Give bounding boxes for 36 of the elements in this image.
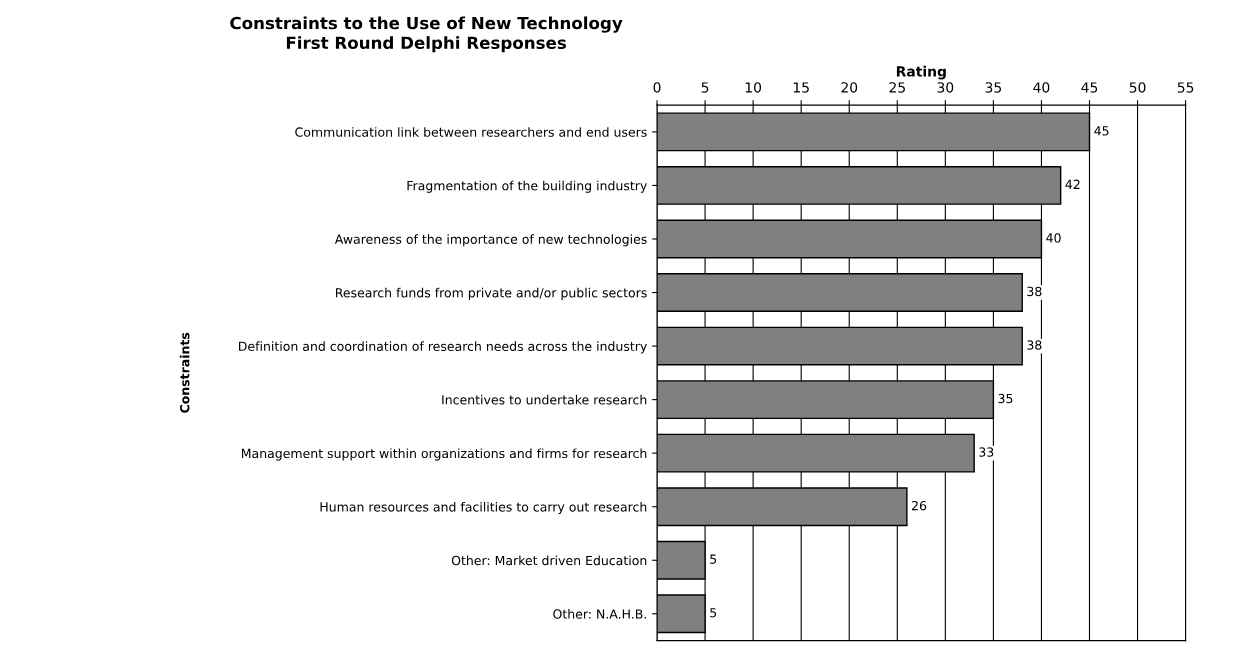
- y-tick-label: Incentives to undertake research: [442, 394, 647, 405]
- x-tick-label: 10: [745, 82, 762, 93]
- y-tick-label: Other: Market driven Education: [451, 555, 647, 566]
- x-tick-label: 35: [985, 82, 1002, 93]
- data-label: 5: [710, 554, 717, 564]
- data-label: 38: [1027, 340, 1042, 350]
- text: Constraints to the Use of New Technology: [230, 16, 623, 33]
- y-tick-label: Research funds from private and/or public sectors: [335, 287, 647, 300]
- data-label: 33: [979, 447, 994, 457]
- data-label: 38: [1027, 286, 1042, 297]
- x-tick-label: 55: [1177, 82, 1194, 93]
- y-tick-label: Awareness of the importance of new technologies: [334, 234, 647, 247]
- y-tick-label: Fragmentation of the building industry: [407, 180, 647, 193]
- data-label: 26: [911, 500, 927, 511]
- x-tick-label: 25: [889, 82, 905, 93]
- data-label: 45: [1094, 126, 1109, 136]
- y-tick-label: Definition and coordination of research needs across the industry: [239, 341, 647, 354]
- x-tick-label: 15: [793, 82, 809, 93]
- x-tick-label: 50: [1129, 82, 1146, 93]
- data-label: 42: [1065, 179, 1080, 189]
- data-label: 40: [1046, 233, 1061, 243]
- x-axis-title: Rating: [896, 65, 946, 80]
- y-tick-label: Human resources and facilities to carry out research: [320, 501, 647, 515]
- x-tick-label: 0: [653, 82, 661, 93]
- x-tick-label: 45: [1081, 82, 1098, 93]
- y-tick-label: Other: N.A.H.B.: [553, 609, 646, 619]
- x-tick-label: 40: [1033, 82, 1050, 93]
- y-tick-label: Management support within organizations and firms for research: [241, 448, 647, 461]
- x-tick-label: 20: [841, 82, 858, 93]
- data-label: 35: [998, 393, 1013, 404]
- y-tick-label: Communication link between researchers and end users: [295, 127, 647, 137]
- x-tick-label: 5: [701, 82, 709, 93]
- text: First Round Delphi Responses: [286, 36, 566, 53]
- y-axis-title: Constraints: [179, 332, 190, 413]
- data-label: 5: [710, 608, 717, 618]
- x-tick-label: 30: [937, 82, 954, 93]
